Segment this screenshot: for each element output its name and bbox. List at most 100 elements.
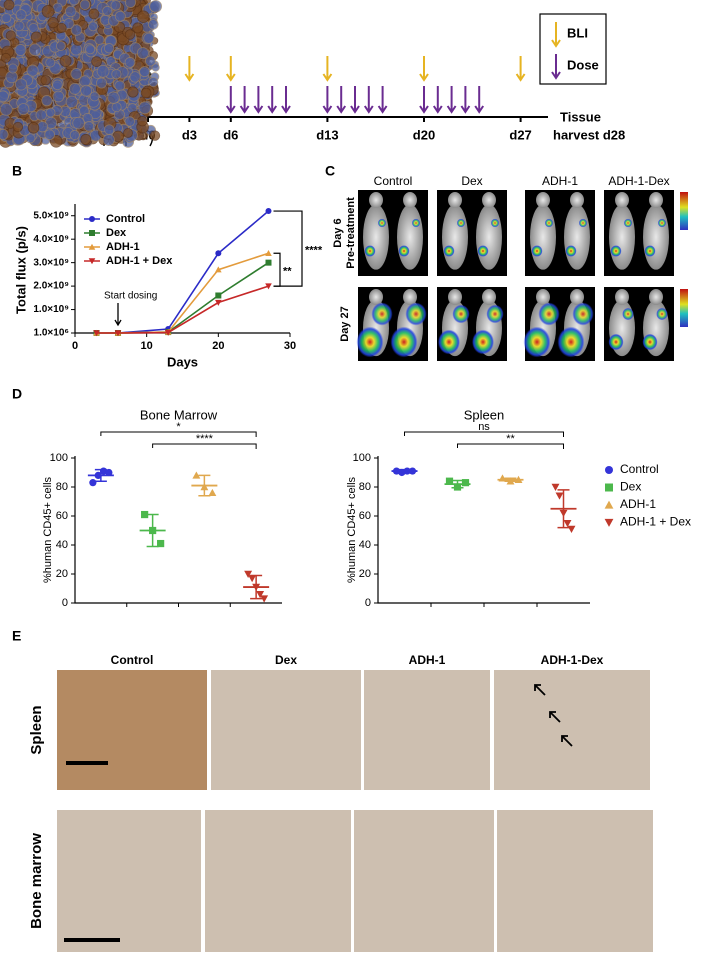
cell — [18, 103, 29, 114]
cell — [48, 17, 58, 27]
histology-image — [364, 670, 490, 790]
row-label: Spleen — [28, 705, 45, 754]
legend-label: ADH-1 — [620, 497, 656, 511]
cell — [71, 68, 82, 79]
signal — [412, 219, 420, 228]
cell — [14, 21, 24, 31]
legend-label: BLI — [567, 25, 588, 40]
signal — [391, 327, 418, 358]
cell — [0, 91, 9, 102]
signal — [579, 219, 587, 228]
cell — [123, 128, 132, 137]
tissue — [354, 810, 494, 952]
cell — [137, 116, 147, 126]
data-point — [266, 260, 272, 266]
cell — [36, 110, 47, 121]
annotation-arrow — [115, 303, 121, 325]
data-point — [556, 492, 564, 499]
mouse-head — [482, 192, 496, 208]
axes — [378, 456, 590, 603]
cell — [65, 6, 76, 17]
data-point — [266, 208, 272, 214]
legend-arrow — [552, 22, 560, 46]
column-label: ADH-1 — [409, 653, 446, 667]
legend-label: ADH-1 — [106, 241, 140, 253]
cell — [125, 117, 135, 127]
mouse-body — [643, 204, 669, 269]
color-scale — [680, 192, 688, 230]
mouse-head — [536, 192, 550, 208]
legend-marker — [89, 230, 95, 236]
cell — [53, 91, 64, 102]
cell — [112, 69, 121, 78]
dose-arrow — [420, 86, 428, 112]
row-label: Day 27 — [339, 306, 351, 341]
y-tick-label: 80 — [359, 481, 371, 493]
row-label: Bone marrow — [28, 833, 45, 929]
column-label: Dex — [275, 653, 297, 667]
column-label: ADH-1-Dex — [541, 653, 604, 667]
axes — [75, 456, 282, 603]
histology-image — [497, 810, 653, 952]
significance-bracket — [274, 253, 281, 286]
cell — [53, 80, 63, 90]
cell — [115, 11, 125, 21]
day-label: d27 — [509, 127, 531, 142]
cell — [73, 117, 85, 129]
day-label: d13 — [316, 127, 338, 142]
histology-image — [57, 670, 207, 790]
legend-label: Dose — [567, 57, 599, 72]
mouse-head — [482, 289, 496, 305]
bli-arrow — [227, 56, 235, 80]
significance-label: ** — [506, 433, 515, 445]
significance-label: ** — [283, 266, 292, 278]
significance-label: * — [176, 421, 181, 433]
cell — [81, 134, 91, 144]
mouse-body — [442, 204, 468, 269]
data-point — [89, 479, 96, 486]
histology-image — [57, 810, 201, 952]
y-tick-label: 60 — [56, 510, 68, 522]
panel-label: C — [325, 163, 335, 179]
end-label: Tissue — [560, 109, 601, 124]
mouse-head — [649, 192, 663, 208]
dose-arrow — [434, 86, 442, 112]
legend-label: ADH-1 + Dex — [106, 255, 173, 267]
cell — [108, 92, 120, 104]
cell — [0, 103, 12, 115]
legend-marker — [605, 501, 614, 509]
dose-arrow — [254, 86, 262, 112]
dose-arrow — [448, 86, 456, 112]
dose-arrow — [337, 86, 345, 112]
cell — [150, 131, 160, 141]
y-tick-label: 0 — [365, 597, 371, 609]
cell — [125, 0, 135, 8]
cell — [46, 58, 55, 67]
cell — [28, 122, 39, 133]
cell — [13, 122, 22, 131]
data-point — [265, 250, 272, 256]
signal — [545, 219, 553, 228]
bli-arrow — [185, 56, 193, 80]
signal — [378, 219, 386, 228]
legend-marker — [605, 519, 614, 527]
cell — [125, 30, 135, 40]
cell — [46, 108, 55, 117]
row-label: Pre-treatment — [345, 197, 357, 269]
y-tick-label: 4.0×10⁹ — [33, 234, 69, 245]
significance-label: **** — [196, 433, 214, 445]
signal — [611, 245, 622, 257]
x-tick-label: 20 — [212, 340, 224, 352]
mouse-head — [369, 192, 383, 208]
signal — [365, 245, 376, 257]
legend-label: Control — [106, 213, 145, 225]
legend-marker — [89, 216, 95, 222]
tissue — [364, 670, 490, 790]
signal — [472, 330, 494, 355]
column-label: ADH-1 — [542, 174, 578, 188]
cell — [60, 55, 71, 66]
x-tick-label: 30 — [284, 340, 296, 352]
column-label: Control — [111, 653, 154, 667]
